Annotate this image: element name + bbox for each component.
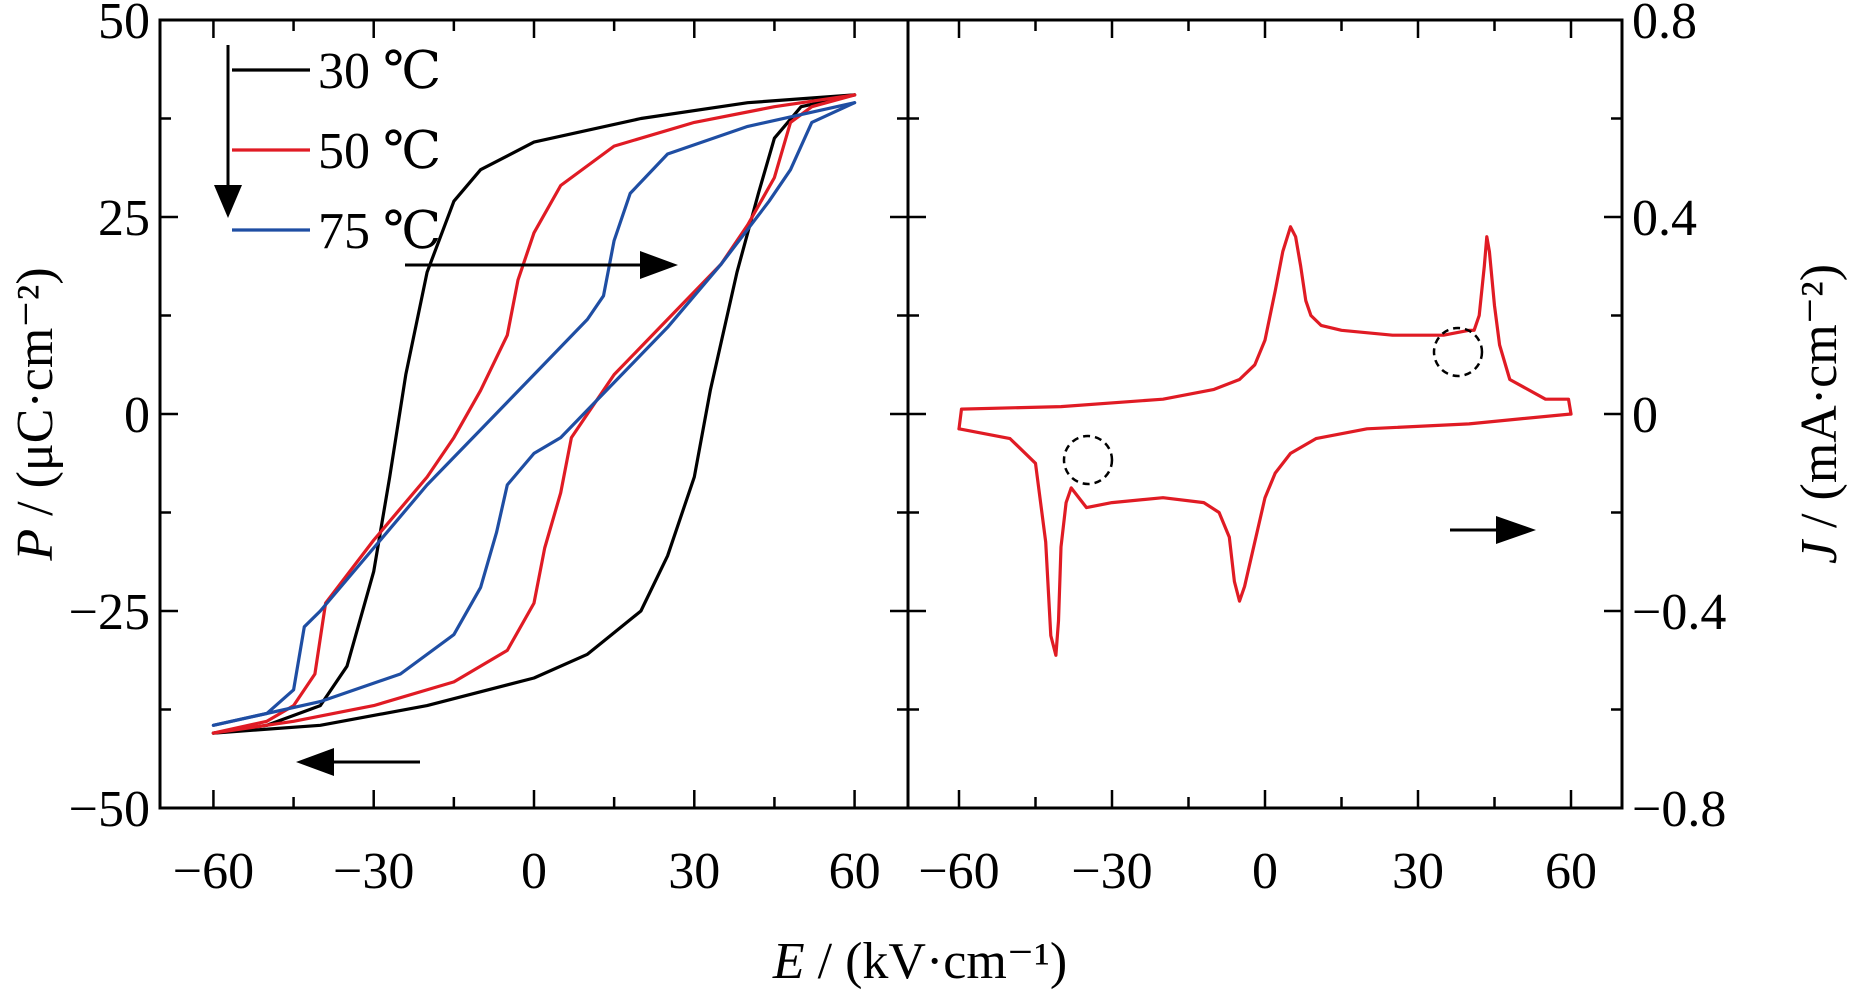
left-y-tick-label: −50 — [69, 781, 150, 838]
right-series-0-upper-branch — [957, 225, 1573, 431]
y-axis-title-left: P / (μC·cm⁻²) — [7, 267, 64, 561]
left-ticks: −60 −30 0 30 60 −50 −25 0 25 50 — [69, 0, 908, 900]
left-x-tick-label: 0 — [521, 843, 547, 900]
right-curves — [957, 225, 1573, 657]
arrow-left-head — [296, 748, 334, 776]
right-x-tick-label: 60 — [1545, 843, 1597, 900]
marker-circle-lower — [1062, 434, 1114, 486]
left-curves — [211, 93, 857, 735]
right-plot-frame — [906, 18, 1624, 810]
left-y-tick-label: 0 — [124, 387, 150, 444]
left-series-1-upper-branch — [211, 93, 857, 735]
right-panel: −60 −30 0 30 60 −0.8 −0.4 0 0.4 0.8 — [906, 0, 1726, 900]
left-panel: −60 −30 0 30 60 −50 −25 0 25 50 30 ℃ 50 ℃ 75 ℃ — [69, 0, 910, 900]
right-y-tick-label: 0.4 — [1632, 190, 1697, 247]
right-x-tick-label: −60 — [918, 843, 999, 900]
arrow-right-head — [640, 251, 678, 279]
legend-label: 75 ℃ — [318, 203, 441, 260]
arrow-down-head — [214, 185, 242, 218]
arrow-right-panel-head — [1496, 516, 1536, 544]
legend: 30 ℃ 50 ℃ 75 ℃ — [232, 43, 441, 260]
left-plot-frame — [158, 18, 910, 810]
right-x-tick-label: −30 — [1071, 843, 1152, 900]
left-series-0-lower-branch — [211, 93, 857, 735]
legend-label: 50 ℃ — [318, 123, 441, 180]
left-y-tick-label: 50 — [98, 0, 150, 50]
right-annotations — [1062, 326, 1536, 544]
left-series-2-upper-branch — [211, 101, 857, 727]
left-series-1-lower-branch — [211, 93, 857, 735]
right-y-tick-label: 0 — [1632, 387, 1658, 444]
right-y-tick-label: −0.4 — [1632, 584, 1726, 641]
left-series-2-lower-branch — [211, 101, 857, 727]
y-axis-title-right: J / (mA·cm⁻²) — [1791, 264, 1848, 564]
legend-label: 30 ℃ — [318, 43, 441, 100]
left-x-tick-label: 30 — [668, 843, 720, 900]
marker-circle-upper — [1432, 326, 1484, 378]
right-x-tick-label: 30 — [1392, 843, 1444, 900]
x-axis-title: E / (kV·cm⁻¹) — [772, 933, 1067, 990]
left-x-tick-label: −30 — [333, 843, 414, 900]
left-annotation-arrows — [214, 45, 678, 776]
right-y-tick-label: 0.8 — [1632, 0, 1697, 50]
left-x-tick-label: −60 — [173, 843, 254, 900]
right-y-tick-label: −0.8 — [1632, 781, 1726, 838]
right-ticks: −60 −30 0 30 60 −0.8 −0.4 0 0.4 0.8 — [908, 0, 1726, 900]
right-x-tick-label: 0 — [1252, 843, 1278, 900]
left-x-tick-label: 60 — [829, 843, 881, 900]
right-series-0-lower-branch — [957, 412, 1573, 657]
left-y-tick-label: 25 — [98, 190, 150, 247]
left-y-tick-label: −25 — [69, 584, 150, 641]
